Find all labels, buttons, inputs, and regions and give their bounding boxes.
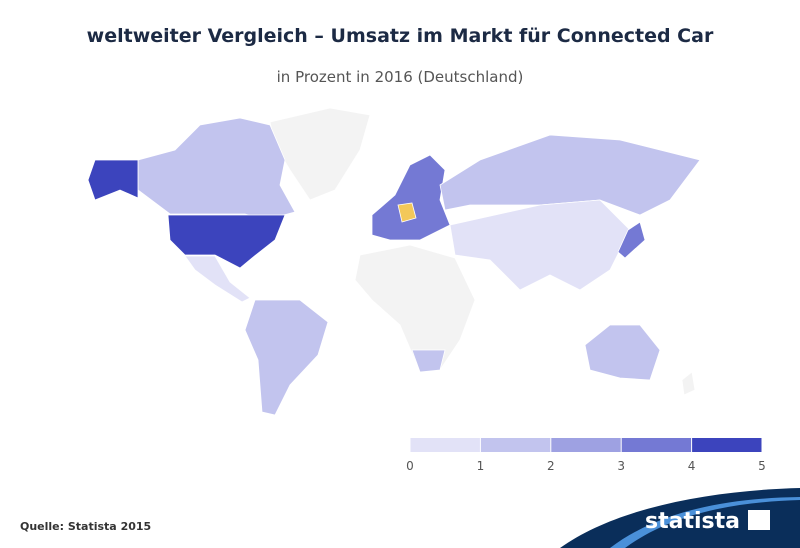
region xyxy=(184,255,251,303)
colorbar-tick-label: 4 xyxy=(688,459,696,473)
region xyxy=(269,107,371,201)
colorbar-tick-label: 0 xyxy=(406,459,414,473)
region xyxy=(244,299,329,416)
region xyxy=(397,202,417,223)
colorbar-segment xyxy=(550,438,622,452)
region xyxy=(439,134,701,216)
region xyxy=(584,324,661,381)
logo: statista xyxy=(645,509,740,534)
region xyxy=(411,349,446,373)
colorbar-tick-label: 2 xyxy=(547,459,555,473)
colorbar-tick-label: 3 xyxy=(617,459,625,473)
region xyxy=(449,199,631,291)
source: Quelle: Statista 2015 xyxy=(20,520,151,533)
region xyxy=(87,159,139,201)
colorbar-tick-label: 5 xyxy=(758,459,766,473)
colorbar-segment xyxy=(410,438,481,452)
colorbar: 0 1 2 3 4 5 xyxy=(406,438,766,473)
colorbar-segment xyxy=(480,438,551,452)
subtitle: in Prozent in 2016 (Deutschland) xyxy=(277,68,524,86)
region xyxy=(617,221,646,259)
logo-icon xyxy=(748,510,770,530)
map xyxy=(87,107,701,416)
colorbar-tick-label: 1 xyxy=(477,459,485,473)
footer-accent xyxy=(610,497,800,548)
region xyxy=(137,117,296,221)
title: weltweiter Vergleich – Umsatz im Markt f… xyxy=(87,25,714,47)
colorbar-segment xyxy=(691,438,762,452)
region xyxy=(371,154,451,241)
colorbar-segment xyxy=(621,438,692,452)
region xyxy=(167,214,286,269)
region xyxy=(681,371,696,396)
